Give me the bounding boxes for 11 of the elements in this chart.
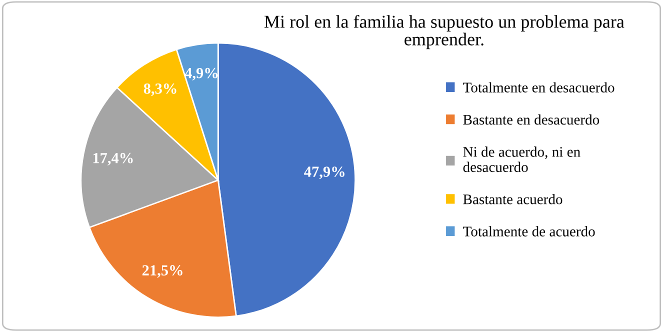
chart-title: Mi rol en la familia ha supuesto un problema para emprender. — [264, 14, 624, 50]
legend-label: Totalmente de acuerdo — [463, 226, 595, 236]
legend-label: Bastante acuerdo — [463, 194, 562, 204]
data-label: 8,3% — [144, 83, 176, 96]
data-label: 21,5% — [142, 265, 182, 278]
legend-label: Bastante en desacuerdo — [463, 114, 600, 125]
legend-label: Ni de acuerdo, ni en desacuerdo — [463, 146, 580, 172]
data-label: 47,9% — [304, 166, 344, 180]
legend-label: Totalmente en desacuerdo — [463, 82, 614, 92]
data-label: 4,9% — [184, 68, 218, 80]
data-label: 17,4% — [93, 152, 133, 166]
